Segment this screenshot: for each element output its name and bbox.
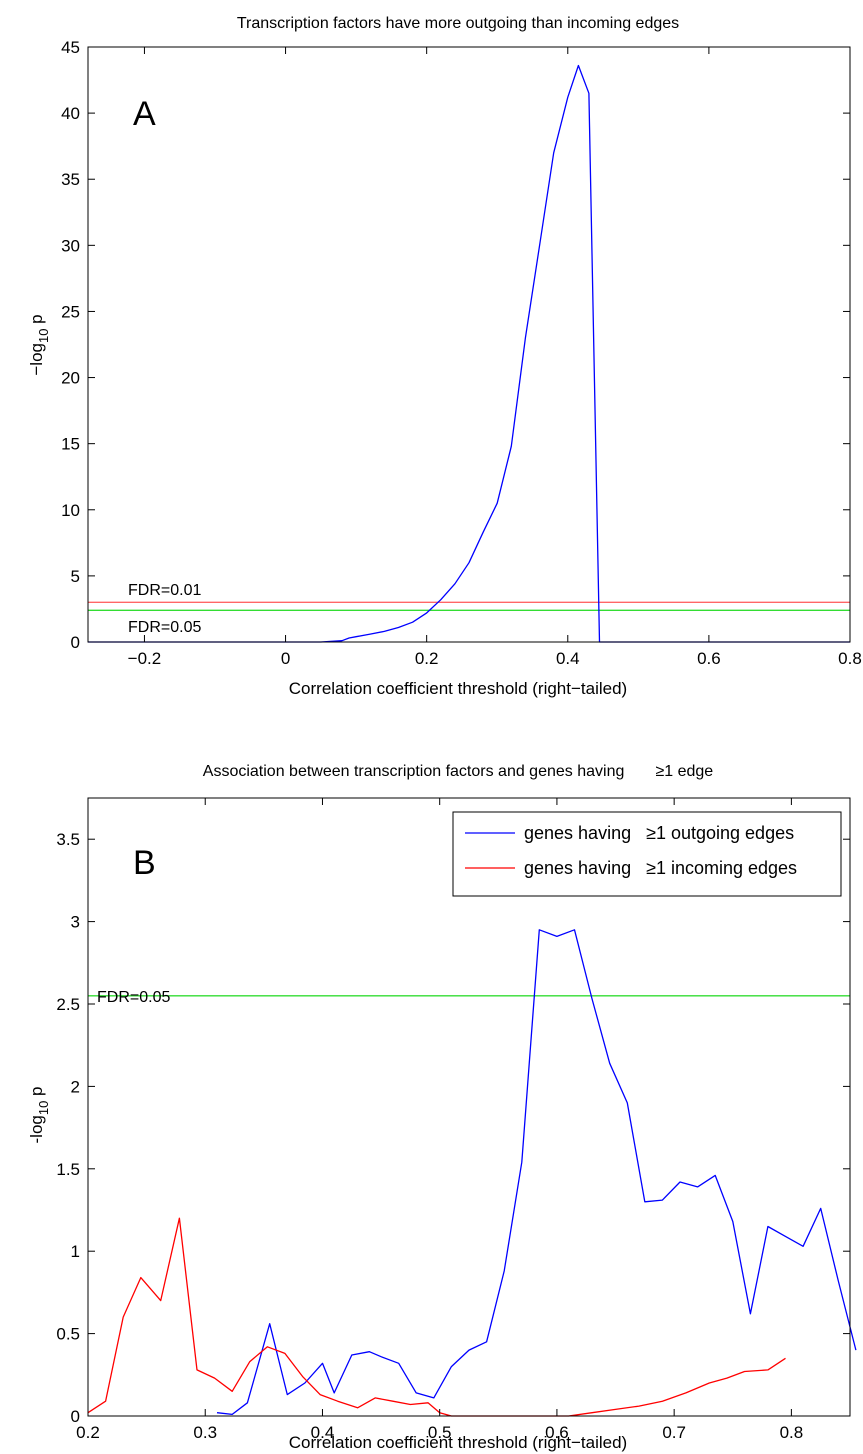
panel-b-xtick-label: 0.3 bbox=[193, 1423, 217, 1442]
panel-a-ylabel-prefix: −log bbox=[27, 343, 46, 376]
panel-a-xtick-label: 0 bbox=[281, 649, 290, 668]
panel-a-ytick-label: 45 bbox=[61, 38, 80, 57]
panel-a-xtick-label: 0.2 bbox=[415, 649, 439, 668]
panel-b-xtick-label: 0.6 bbox=[545, 1423, 569, 1442]
panel-a-ylabel-sub: 10 bbox=[36, 329, 51, 343]
panel-b-series-line-0 bbox=[216, 929, 857, 1416]
panel-b-ticks: 0.2 0.3 0.4 0.5 0.6 0.7 0.8 0 0.5 1 1.5 2 2.5 3 3.5 bbox=[56, 798, 850, 1442]
panel-a-ytick-label: 25 bbox=[61, 302, 80, 321]
panel-a-title: Transcription factors have more outgoing… bbox=[237, 15, 679, 32]
panel-b-title: Association between transcription factor… bbox=[203, 763, 714, 780]
panel-a-ytick-label: 0 bbox=[71, 633, 80, 652]
panel-b-xlabel: Correlation coefficient threshold (right… bbox=[289, 1433, 627, 1452]
panel-a-ticks: −0.2 0 0.2 0.4 0.6 0.8 0 5 10 15 20 25 30 35 40 45 bbox=[61, 38, 862, 668]
panel-b-xtick-label: 0.7 bbox=[662, 1423, 686, 1442]
legend-label-incoming: genes having ≥1 incoming edges bbox=[524, 858, 797, 878]
panel-b-data-layer bbox=[87, 929, 857, 1417]
legend-box bbox=[452, 811, 842, 897]
panel-a-ytick-label: 15 bbox=[61, 435, 80, 454]
panel-a-fdr001-label: FDR=0.01 bbox=[128, 582, 201, 599]
panel-b-ytick-label: 3 bbox=[71, 913, 80, 932]
panel-b-legend: genes having ≥1 outgoing edges genes hav… bbox=[452, 811, 842, 897]
panel-a-fdr005-label: FDR=0.05 bbox=[128, 619, 201, 636]
panel-a-ylabel: −log10 p bbox=[27, 314, 51, 375]
panel-b-ytick-label: 1.5 bbox=[56, 1160, 80, 1179]
panel-b-fdr005-label: FDR=0.05 bbox=[97, 989, 170, 1006]
panel-a-axes-box bbox=[87, 46, 851, 643]
panel-a-ylabel-suffix: p bbox=[27, 314, 46, 328]
panel-a-data-layer bbox=[88, 64, 850, 643]
panel-a-xtick-label: 0.8 bbox=[838, 649, 862, 668]
panel-a-series-line-0 bbox=[88, 64, 850, 643]
panel-b-ylabel: -log10 p bbox=[27, 1086, 51, 1143]
panel-b-ytick-label: 2.5 bbox=[56, 995, 80, 1014]
panel-b-ylabel-prefix: -log bbox=[27, 1115, 46, 1143]
panel-b-chart: Association between transcription factor… bbox=[27, 763, 857, 1452]
panel-b-label: B bbox=[133, 844, 156, 882]
legend-label-outgoing: genes having ≥1 outgoing edges bbox=[524, 823, 794, 843]
panel-a-ytick-label: 30 bbox=[61, 236, 80, 255]
panel-a-xtick-label: 0.6 bbox=[697, 649, 721, 668]
panel-a-ytick-label: 35 bbox=[61, 170, 80, 189]
panel-b-xtick-label: 0.5 bbox=[428, 1423, 452, 1442]
panel-b-series-line-1 bbox=[87, 1217, 786, 1417]
panel-b-ylabel-sub: 10 bbox=[36, 1101, 51, 1115]
panel-b-ytick-label: 0 bbox=[71, 1407, 80, 1426]
panel-b-ytick-label: 3.5 bbox=[56, 830, 80, 849]
panel-b-xtick-label: 0.2 bbox=[76, 1423, 100, 1442]
panel-a-label: A bbox=[133, 95, 156, 133]
panel-b-ytick-label: 2 bbox=[71, 1077, 80, 1096]
panel-a-ytick-label: 20 bbox=[61, 369, 80, 388]
panel-b-xtick-label: 0.8 bbox=[780, 1423, 804, 1442]
panel-a-ytick-label: 10 bbox=[61, 501, 80, 520]
panel-a-ytick-label: 40 bbox=[61, 104, 80, 123]
panel-b-ylabel-suffix: p bbox=[27, 1086, 46, 1100]
panel-a-xtick-label: −0.2 bbox=[128, 649, 162, 668]
panel-b-ytick-label: 1 bbox=[71, 1242, 80, 1261]
panel-a-ytick-label: 5 bbox=[71, 567, 80, 586]
panel-b-xtick-label: 0.4 bbox=[311, 1423, 335, 1442]
panel-a-xlabel: Correlation coefficient threshold (right… bbox=[289, 679, 627, 698]
panel-b-ytick-label: 0.5 bbox=[56, 1325, 80, 1344]
panel-b-axes-box bbox=[87, 797, 851, 1417]
panel-a-chart: Transcription factors have more outgoing… bbox=[27, 15, 862, 698]
panel-a-xtick-label: 0.4 bbox=[556, 649, 580, 668]
